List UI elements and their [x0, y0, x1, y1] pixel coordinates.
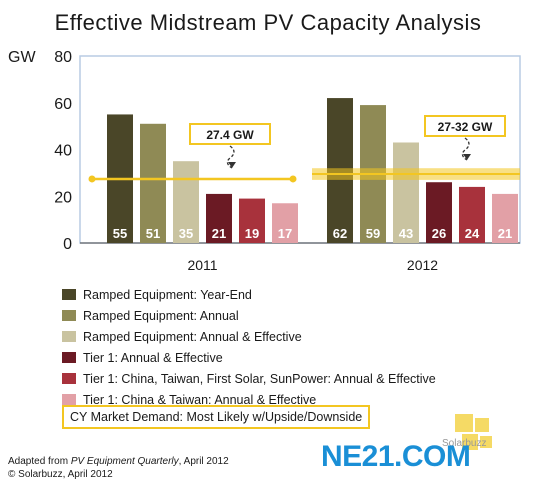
bar-value-label: 17 — [278, 226, 292, 241]
bar — [459, 186, 485, 243]
bar-value-label: 24 — [465, 226, 480, 241]
legend-label: Tier 1: China, Taiwan, First Solar, SunP… — [83, 371, 436, 386]
legend-item: Tier 1: China & Taiwan: Annual & Effecti… — [62, 389, 436, 410]
bar-value-label: 43 — [399, 226, 413, 241]
legend-label: Tier 1: China & Taiwan: Annual & Effecti… — [83, 392, 317, 407]
legend-swatch — [62, 373, 76, 384]
bar-value-label: 21 — [498, 226, 512, 241]
arrow-head-icon — [228, 162, 236, 168]
bar-value-label: 26 — [432, 226, 446, 241]
y-tick-label: 20 — [54, 189, 72, 206]
legend-swatch — [62, 289, 76, 300]
bar — [272, 203, 298, 243]
legend-label: Ramped Equipment: Annual & Effective — [83, 329, 302, 344]
y-tick-label: 60 — [54, 96, 72, 113]
bar-value-label: 59 — [366, 226, 380, 241]
bar-value-label: 19 — [245, 226, 259, 241]
source-date: , April 2012 — [178, 456, 229, 467]
bar-value-label: 51 — [146, 226, 160, 241]
callout-2012-label: 27-32 GW — [438, 120, 493, 134]
demand-legend-label: CY Market Demand: Most Likely w/Upside/D… — [70, 410, 363, 424]
bar — [393, 142, 419, 243]
legend-label: Ramped Equipment: Year-End — [83, 287, 252, 302]
y-tick-label: 40 — [54, 143, 72, 160]
legend-label: Ramped Equipment: Annual — [83, 308, 239, 323]
source-copyright: © Solarbuzz, April 2012 — [8, 469, 113, 480]
bar-value-label: 62 — [333, 226, 347, 241]
bar — [173, 161, 199, 243]
logo-watermark: Solarbuzz — [442, 438, 487, 449]
arrow-head-icon — [463, 154, 471, 160]
legend-label: Tier 1: Annual & Effective — [83, 350, 223, 365]
y-axis-label: GW — [8, 49, 36, 66]
bar — [426, 182, 452, 243]
bar — [140, 123, 166, 243]
bar — [492, 193, 518, 243]
legend-swatch — [62, 331, 76, 342]
demand-marker — [289, 175, 297, 183]
bar — [206, 193, 232, 243]
bar — [239, 198, 265, 243]
demand-marker — [88, 175, 96, 183]
x-tick-label: 2012 — [407, 257, 438, 273]
source-prefix: Adapted from — [8, 456, 71, 467]
y-tick-label: 80 — [54, 49, 72, 66]
logo: NE21.COM — [321, 440, 471, 473]
legend-item: Tier 1: Annual & Effective — [62, 347, 436, 368]
bar-chart: 0 20 40 60 80 GW 2011 2012 55 51 35 21 19 17 62 59 43 26… — [8, 49, 521, 273]
source-publication: PV Equipment Quarterly — [70, 456, 179, 467]
legend: Ramped Equipment: Year-End Ramped Equipme… — [62, 284, 436, 410]
legend-swatch — [62, 310, 76, 321]
legend-item: Ramped Equipment: Year-End — [62, 284, 436, 305]
legend-item: Tier 1: China, Taiwan, First Solar, SunP… — [62, 368, 436, 389]
demand-legend: CY Market Demand: Most Likely w/Upside/D… — [62, 405, 371, 429]
bar-value-label: 55 — [113, 226, 127, 241]
demand-lines: 27.4 GW 27-32 GW — [88, 115, 520, 183]
legend-swatch — [62, 394, 76, 405]
legend-swatch — [62, 352, 76, 363]
source-note: Adapted from PV Equipment Quarterly, Apr… — [8, 455, 229, 481]
y-tick-label: 0 — [63, 236, 72, 253]
bar-value-label: 35 — [179, 226, 193, 241]
x-tick-label: 2011 — [187, 257, 217, 273]
legend-item: Ramped Equipment: Annual — [62, 305, 436, 326]
bar-value-label: 21 — [212, 226, 226, 241]
callout-2012-box — [424, 115, 506, 137]
callout-2011-box — [189, 123, 271, 145]
chart-title: Effective Midstream PV Capacity Analysis — [54, 10, 482, 35]
legend-item: Ramped Equipment: Annual & Effective — [62, 326, 436, 347]
callout-2011-label: 27.4 GW — [206, 128, 254, 142]
